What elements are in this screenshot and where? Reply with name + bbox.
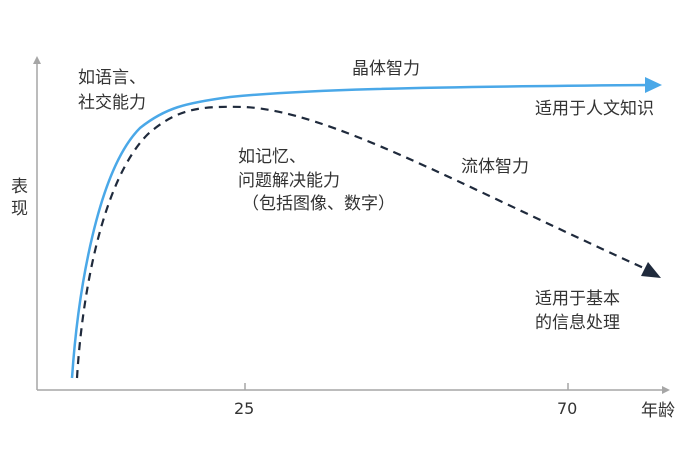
- crystallized-applies-to: 适用于人文知识: [535, 99, 654, 119]
- x-axis-label: 年龄: [641, 401, 675, 421]
- fluid-applies-to-line1: 适用于基本: [535, 289, 620, 309]
- fluid-name: 流体智力: [461, 157, 529, 177]
- fluid-applies-to-line2: 的信息处理: [535, 313, 620, 333]
- crystallized-examples-line2: 社交能力: [78, 93, 146, 113]
- y-axis-label-line1: 表: [11, 177, 28, 197]
- y-axis-label-line2: 现: [11, 199, 28, 219]
- crystallized-examples-line1: 如语言、: [78, 68, 146, 88]
- fluid-curve: [75, 105, 649, 379]
- fluid-examples-line1: 如记忆、: [238, 147, 306, 167]
- x-tick-label-25: 25: [234, 399, 255, 418]
- crystallized-arrowhead: [645, 77, 662, 93]
- fluid-examples-line3: （包括图像、数字）: [242, 194, 395, 214]
- crystallized-name: 晶体智力: [352, 59, 420, 79]
- fluid-examples-line2: 问题解决能力: [238, 171, 340, 191]
- fluid-arrowhead: [641, 262, 661, 278]
- crystallized-curve: [70, 83, 651, 379]
- x-tick-label-70: 70: [557, 399, 578, 418]
